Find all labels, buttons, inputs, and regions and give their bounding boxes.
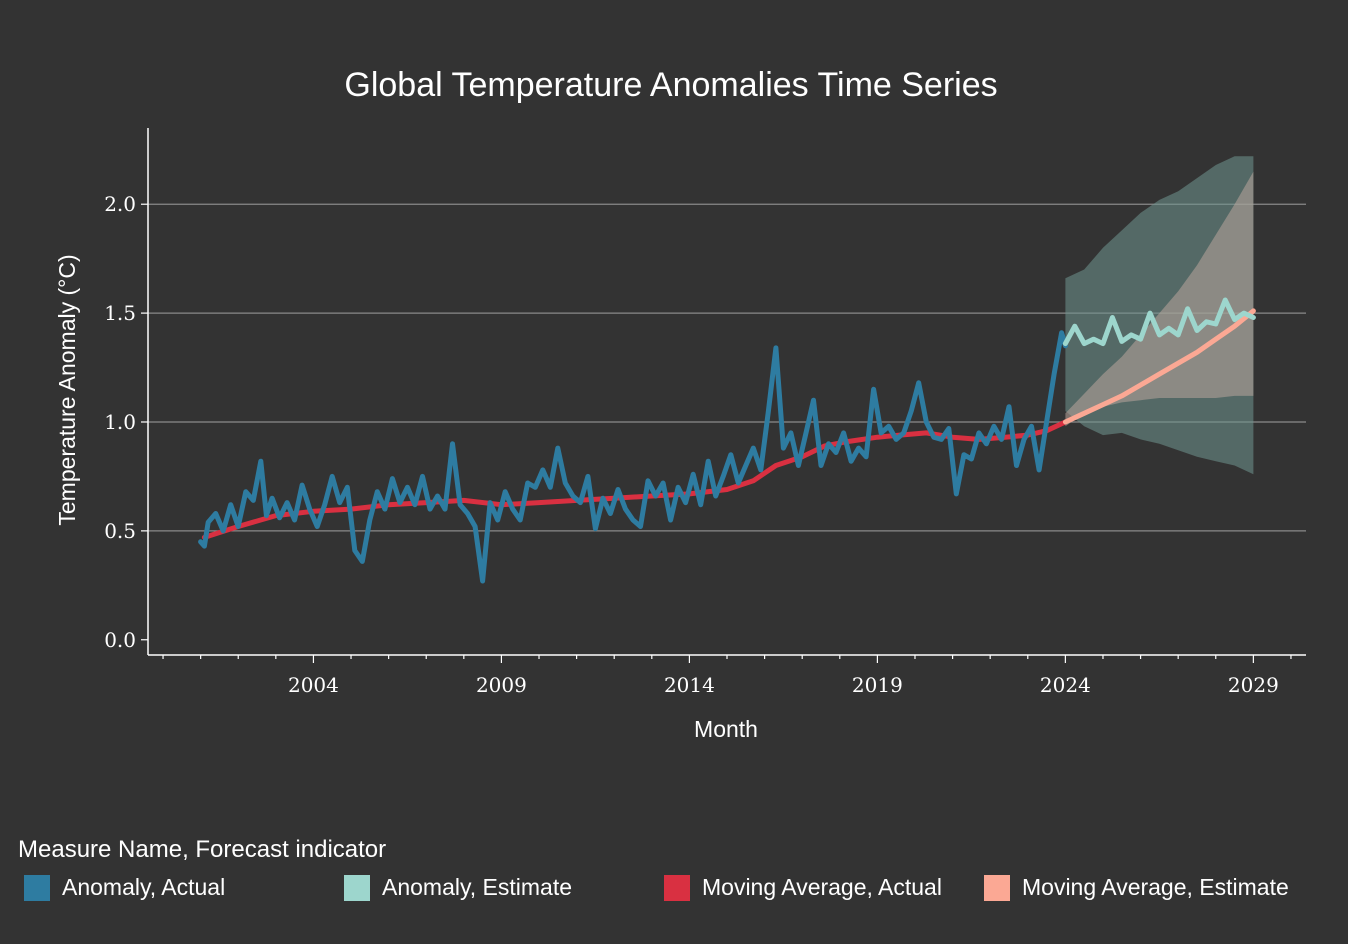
legend-swatch	[24, 874, 50, 901]
x-tick-label: 2019	[852, 673, 903, 697]
legend-item-moving-average-actual: Moving Average, Actual	[664, 874, 942, 901]
x-axis-title: Month	[694, 716, 758, 742]
legend-title: Measure Name, Forecast indicator	[18, 836, 387, 863]
x-tick-label: 2029	[1228, 673, 1279, 697]
x-tick-label: 2004	[288, 673, 339, 697]
legend-swatch	[664, 874, 690, 901]
x-tick-label: 2014	[664, 673, 715, 697]
axes	[147, 128, 1306, 663]
legend-swatch	[344, 874, 370, 901]
y-axis-title: Temperature Anomaly (°C)	[54, 254, 80, 525]
y-tick-label: 1.0	[104, 410, 136, 434]
legend-item-moving-average-estimate: Moving Average, Estimate	[984, 874, 1289, 901]
series-anomaly-estimate	[1062, 297, 1256, 347]
tick-labels: 0.0 0.5 1.0 1.5 2.0 2004 2009 2014 2019 2024 2029	[104, 192, 1279, 697]
y-tick-label: 1.5	[104, 301, 136, 325]
series-moving-average-actual	[201, 419, 1068, 540]
legend-swatch	[984, 874, 1010, 901]
series-lines	[198, 297, 1256, 584]
legend-label: Anomaly, Estimate	[382, 874, 573, 900]
legend-item-anomaly-estimate: Anomaly, Estimate	[344, 874, 572, 901]
y-tick-label: 0.0	[104, 628, 136, 652]
y-tick-label: 0.5	[104, 519, 136, 543]
band-moving-average-estimate-interval	[1065, 171, 1254, 427]
legend-label: Anomaly, Actual	[62, 874, 226, 900]
chart-title: Global Temperature Anomalies Time Series	[344, 66, 997, 104]
series-anomaly-actual	[198, 330, 1068, 584]
legend-label: Moving Average, Estimate	[1022, 874, 1289, 900]
legend-items: Anomaly, Actual Anomaly, Estimate Moving A…	[18, 874, 1338, 904]
x-tick-label: 2009	[476, 673, 527, 697]
legend-label: Moving Average, Actual	[702, 874, 942, 900]
x-tick-label: 2024	[1040, 673, 1091, 697]
forecast-bands	[1065, 156, 1254, 475]
series-moving-average-estimate	[1062, 308, 1256, 425]
y-tick-label: 2.0	[104, 192, 136, 216]
legend: Measure Name, Forecast indicator Anomaly…	[18, 836, 1338, 904]
legend-item-anomaly-actual: Anomaly, Actual	[24, 874, 225, 901]
